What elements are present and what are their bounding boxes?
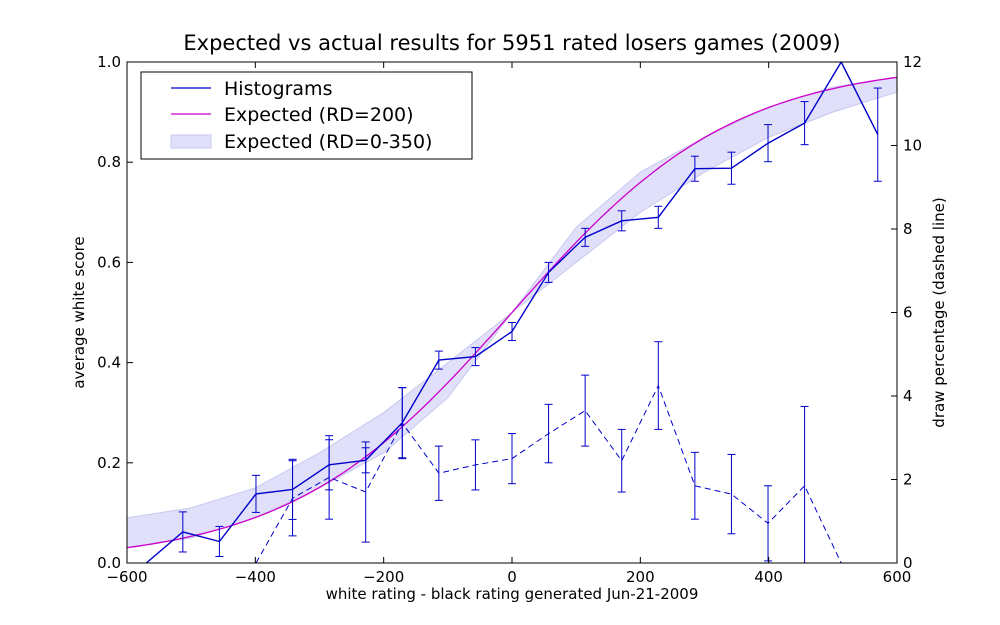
y-tick-label-0: 0.0 [97, 554, 121, 572]
y-tick-label-4: 0.8 [97, 153, 121, 171]
x-tick-label-5: 400 [754, 568, 783, 586]
plot-area [127, 62, 897, 563]
y-tick-label-1: 0.2 [97, 454, 121, 472]
y2-tick-label-5: 10 [903, 137, 922, 155]
legend-label-expected: Expected (RD=200) [224, 104, 414, 126]
x-axis-label: white rating - black rating generated Ju… [326, 585, 699, 603]
legend-swatch-expected-band [170, 134, 212, 149]
ticks: −600 −400 −200 0 200 400 600 0.0 0.2 0.4 0.6 0.8 1.0… [97, 53, 922, 586]
x-tick-label-3: 0 [507, 568, 517, 586]
y2-tick-label-6: 12 [903, 53, 922, 71]
x-tick-label-0: −600 [106, 568, 147, 586]
x-tick-label-2: −200 [363, 568, 404, 586]
legend: Histograms Expected (RD=200) Expected (R… [140, 71, 473, 160]
plot-inner [127, 62, 897, 563]
expected-curve-line [127, 76, 897, 549]
y2-tick-label-2: 4 [903, 387, 913, 405]
legend-label-histograms: Histograms [224, 78, 332, 100]
y-tick-label-3: 0.6 [97, 253, 121, 271]
x-tick-label-4: 200 [626, 568, 655, 586]
y2-tick-label-3: 6 [903, 304, 913, 322]
y2-tick-label-0: 0 [903, 554, 913, 572]
y2-tick-label-1: 2 [903, 471, 913, 489]
y2-axis-label: draw percentage (dashed line) [930, 197, 948, 427]
legend-label-expected-band: Expected (RD=0-350) [224, 131, 432, 153]
y-axis-label: average white score [70, 236, 88, 388]
y-tick-label-2: 0.4 [97, 354, 121, 372]
x-tick-label-6: 600 [883, 568, 912, 586]
x-tick-label-1: −400 [235, 568, 276, 586]
y-tick-label-5: 1.0 [97, 53, 121, 71]
chart-title: Expected vs actual results for 5951 rate… [183, 31, 840, 55]
y2-tick-label-4: 8 [903, 220, 913, 238]
